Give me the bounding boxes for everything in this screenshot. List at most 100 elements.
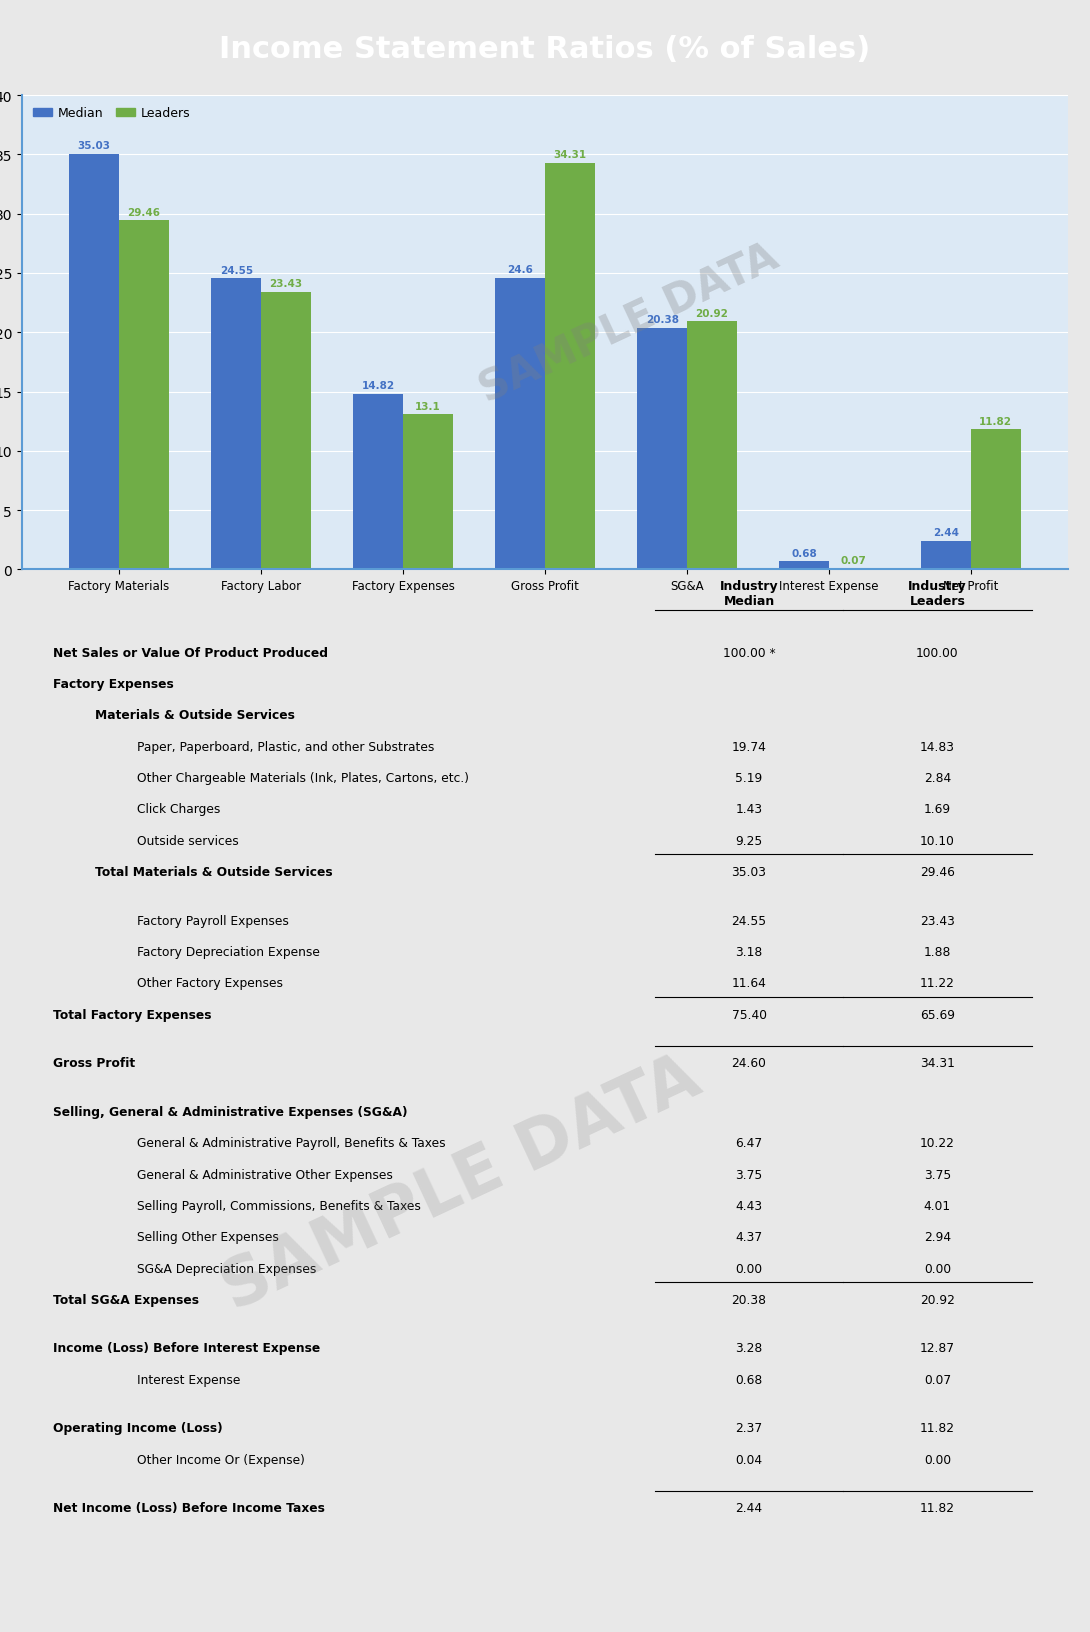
Bar	[261, 292, 311, 570]
Text: Total Factory Expenses: Total Factory Expenses	[53, 1009, 211, 1022]
Text: Other Income Or (Expense): Other Income Or (Expense)	[137, 1452, 305, 1466]
Text: 35.03: 35.03	[77, 142, 111, 152]
Text: Other Chargeable Materials (Ink, Plates, Cartons, etc.): Other Chargeable Materials (Ink, Plates,…	[137, 772, 469, 785]
Text: 12.87: 12.87	[920, 1342, 955, 1355]
Text: SAMPLE DATA: SAMPLE DATA	[211, 1043, 711, 1324]
Text: 3.75: 3.75	[924, 1169, 952, 1182]
Text: 5.19: 5.19	[736, 772, 763, 785]
Bar	[687, 322, 737, 570]
Bar	[779, 561, 829, 570]
Text: 14.83: 14.83	[920, 741, 955, 754]
Text: 29.46: 29.46	[920, 865, 955, 878]
Text: General & Administrative Other Expenses: General & Administrative Other Expenses	[137, 1169, 392, 1182]
Text: Selling, General & Administrative Expenses (SG&A): Selling, General & Administrative Expens…	[53, 1105, 408, 1118]
Text: Industry
Leaders: Industry Leaders	[908, 579, 967, 607]
Text: 2.84: 2.84	[924, 772, 952, 785]
Text: 0.68: 0.68	[791, 548, 818, 558]
Legend: Median, Leaders: Median, Leaders	[28, 103, 196, 126]
Bar	[638, 328, 687, 570]
Text: Net Income (Loss) Before Income Taxes: Net Income (Loss) Before Income Taxes	[53, 1501, 325, 1514]
Bar	[545, 163, 595, 570]
Bar	[119, 220, 169, 570]
Text: 20.92: 20.92	[695, 308, 728, 318]
Text: 24.6: 24.6	[507, 264, 533, 274]
Text: 24.55: 24.55	[731, 914, 766, 927]
Text: 35.03: 35.03	[731, 865, 766, 878]
Text: Paper, Paperboard, Plastic, and other Substrates: Paper, Paperboard, Plastic, and other Su…	[137, 741, 434, 754]
Text: 0.00: 0.00	[736, 1262, 763, 1275]
Text: Income Statement Ratios (% of Sales): Income Statement Ratios (% of Sales)	[219, 36, 871, 64]
Text: Operating Income (Loss): Operating Income (Loss)	[53, 1421, 222, 1435]
Text: 14.82: 14.82	[362, 380, 395, 392]
Bar	[70, 155, 119, 570]
Text: Factory Depreciation Expense: Factory Depreciation Expense	[137, 945, 319, 958]
Text: 11.64: 11.64	[731, 976, 766, 989]
Text: 0.68: 0.68	[736, 1373, 763, 1386]
Text: Click Charges: Click Charges	[137, 803, 220, 816]
Text: 3.75: 3.75	[736, 1169, 763, 1182]
Text: 20.38: 20.38	[645, 315, 679, 325]
Text: 2.37: 2.37	[736, 1421, 763, 1435]
Text: 6.47: 6.47	[736, 1136, 763, 1149]
Bar	[353, 395, 403, 570]
Text: 29.46: 29.46	[128, 207, 160, 217]
Text: 34.31: 34.31	[554, 150, 586, 160]
Text: Outside services: Outside services	[137, 834, 239, 847]
Text: 24.60: 24.60	[731, 1056, 766, 1069]
Text: 2.94: 2.94	[924, 1231, 950, 1244]
Text: Selling Payroll, Commissions, Benefits & Taxes: Selling Payroll, Commissions, Benefits &…	[137, 1200, 421, 1213]
Text: 2.44: 2.44	[933, 527, 959, 537]
Bar	[403, 415, 452, 570]
Text: Interest Expense: Interest Expense	[137, 1373, 240, 1386]
Text: Selling Other Expenses: Selling Other Expenses	[137, 1231, 279, 1244]
Text: 75.40: 75.40	[731, 1009, 766, 1022]
Text: 2.44: 2.44	[736, 1501, 763, 1514]
Text: 65.69: 65.69	[920, 1009, 955, 1022]
Text: 11.82: 11.82	[920, 1501, 955, 1514]
Text: 23.43: 23.43	[920, 914, 955, 927]
Text: 20.38: 20.38	[731, 1293, 766, 1306]
Text: 0.07: 0.07	[840, 557, 867, 566]
Text: 4.43: 4.43	[736, 1200, 763, 1213]
Text: 9.25: 9.25	[736, 834, 763, 847]
Text: 0.00: 0.00	[924, 1262, 950, 1275]
Text: 1.43: 1.43	[736, 803, 763, 816]
Text: 23.43: 23.43	[269, 279, 302, 289]
Text: 0.07: 0.07	[924, 1373, 950, 1386]
Text: 100.00 *: 100.00 *	[723, 646, 775, 659]
Text: 10.22: 10.22	[920, 1136, 955, 1149]
Text: 11.22: 11.22	[920, 976, 955, 989]
Text: Factory Payroll Expenses: Factory Payroll Expenses	[137, 914, 289, 927]
Text: 20.92: 20.92	[920, 1293, 955, 1306]
Text: 10.10: 10.10	[920, 834, 955, 847]
Text: 4.37: 4.37	[736, 1231, 763, 1244]
Text: 0.00: 0.00	[924, 1452, 950, 1466]
Bar	[921, 542, 971, 570]
Bar	[495, 279, 545, 570]
Text: 3.28: 3.28	[736, 1342, 763, 1355]
Text: Income (Loss) Before Interest Expense: Income (Loss) Before Interest Expense	[53, 1342, 320, 1355]
Text: 19.74: 19.74	[731, 741, 766, 754]
Text: 4.01: 4.01	[924, 1200, 950, 1213]
Text: Other Factory Expenses: Other Factory Expenses	[137, 976, 283, 989]
Text: 100.00: 100.00	[916, 646, 959, 659]
Text: Industry
Median: Industry Median	[719, 579, 778, 607]
Text: SAMPLE DATA: SAMPLE DATA	[472, 237, 785, 411]
Text: 24.55: 24.55	[219, 266, 253, 276]
Text: 34.31: 34.31	[920, 1056, 955, 1069]
Bar	[971, 429, 1020, 570]
Bar	[211, 279, 261, 570]
Text: 13.1: 13.1	[415, 401, 440, 411]
Text: Gross Profit: Gross Profit	[53, 1056, 135, 1069]
Text: Total Materials & Outside Services: Total Materials & Outside Services	[95, 865, 332, 878]
Text: 11.82: 11.82	[979, 416, 1013, 426]
Text: Materials & Outside Services: Materials & Outside Services	[95, 708, 295, 721]
Text: 1.69: 1.69	[924, 803, 950, 816]
Text: General & Administrative Payroll, Benefits & Taxes: General & Administrative Payroll, Benefi…	[137, 1136, 446, 1149]
Text: 3.18: 3.18	[736, 945, 763, 958]
Text: Factory Expenses: Factory Expenses	[53, 677, 174, 690]
Text: 11.82: 11.82	[920, 1421, 955, 1435]
Text: SG&A Depreciation Expenses: SG&A Depreciation Expenses	[137, 1262, 316, 1275]
Text: Total SG&A Expenses: Total SG&A Expenses	[53, 1293, 199, 1306]
Text: 1.88: 1.88	[923, 945, 952, 958]
